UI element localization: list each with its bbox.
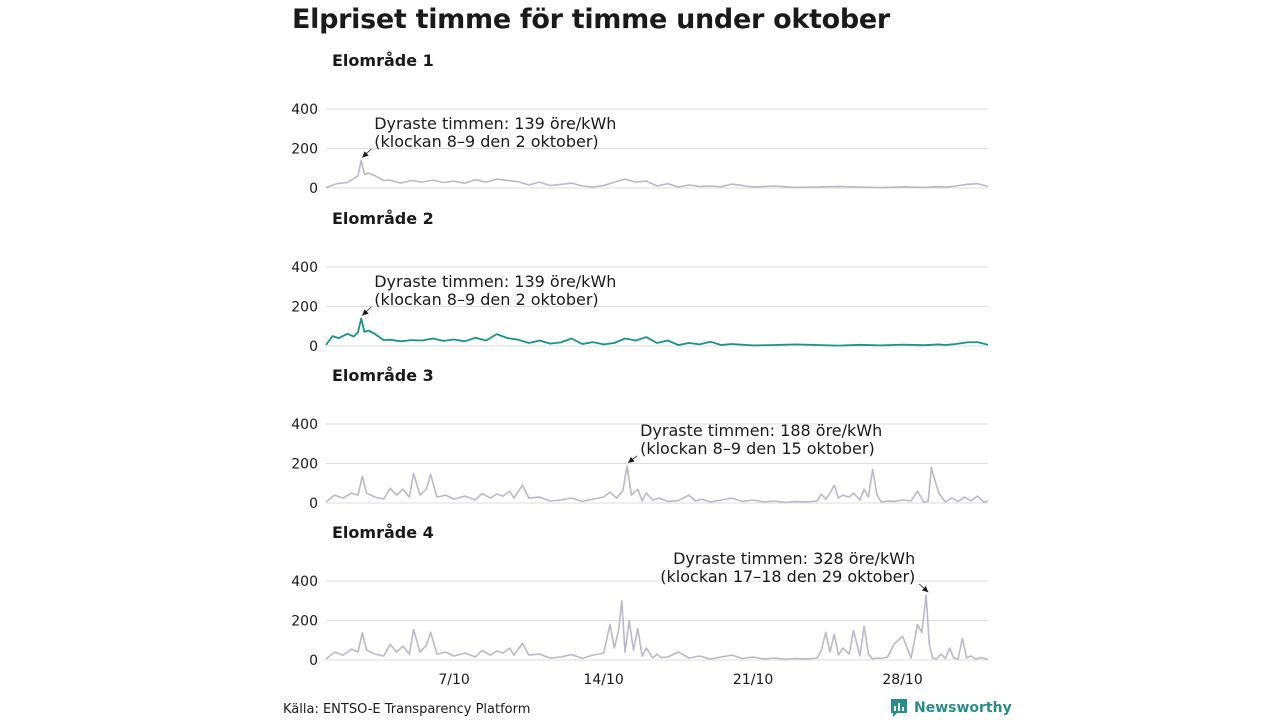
annotation-label: Dyraste timmen: 328 öre/kWh [673, 549, 915, 568]
panel-title: Elområde 2 [332, 209, 434, 228]
x-tick-label: 28/10 [882, 672, 922, 688]
panel-2: Elområde 2 0 200 400 Dyraste timmen: 139 öre… [291, 209, 989, 355]
y-tick-label: 200 [291, 457, 318, 473]
y-tick-label: 0 [309, 181, 318, 197]
annotation-label: Dyraste timmen: 139 öre/kWh [374, 114, 616, 133]
y-tick-label: 200 [291, 300, 318, 316]
annotation-label: Dyraste timmen: 139 öre/kWh [374, 272, 616, 291]
y-tick-label: 0 [309, 653, 318, 669]
panel-1: Elområde 1 0 200 400 Dyraste timmen: 139 öre… [291, 51, 989, 197]
panel-title: Elområde 3 [332, 366, 434, 385]
series-line [325, 317, 989, 347]
y-tick-label: 400 [291, 574, 318, 590]
x-tick-label: 7/10 [438, 672, 469, 688]
annotation-label: Dyraste timmen: 188 öre/kWh [640, 421, 882, 440]
panel-title: Elområde 1 [332, 51, 434, 70]
brand: Newsworthy [890, 698, 1012, 718]
series-line [325, 159, 989, 189]
x-tick-label: 14/10 [583, 672, 623, 688]
panel-3: Elområde 3 0 200 400 Dyraste timmen: 188 öre… [291, 366, 989, 512]
brand-name: Newsworthy [914, 700, 1012, 716]
newsworthy-logo-icon [890, 698, 908, 718]
panel-title: Elområde 4 [332, 523, 434, 542]
series-line [325, 594, 989, 661]
y-tick-label: 400 [291, 417, 318, 433]
annotation-label: (klockan 8–9 den 15 oktober) [640, 439, 875, 458]
series-line [325, 465, 989, 504]
annotation-arrow [361, 306, 372, 316]
y-tick-label: 200 [291, 142, 318, 158]
annotation-label: (klockan 8–9 den 2 oktober) [374, 290, 598, 309]
annotation-arrow [627, 455, 638, 464]
y-tick-label: 400 [291, 102, 318, 118]
y-tick-label: 200 [291, 614, 318, 630]
source-note: Källa: ENTSO-E Transparency Platform [283, 702, 531, 717]
annotation-label: (klockan 8–9 den 2 oktober) [374, 132, 598, 151]
page-title: Elpriset timme för timme under oktober [292, 4, 890, 35]
y-tick-label: 0 [309, 339, 318, 355]
x-tick-label: 21/10 [733, 672, 773, 688]
annotation-arrow [919, 583, 929, 593]
annotation-label: (klockan 17–18 den 29 oktober) [660, 567, 915, 586]
annotation-arrow [361, 148, 372, 158]
y-tick-label: 400 [291, 260, 318, 276]
y-tick-label: 0 [309, 496, 318, 512]
panel-4: Elområde 4 0 200 400 Dyraste timmen: 328 öre… [291, 523, 989, 669]
